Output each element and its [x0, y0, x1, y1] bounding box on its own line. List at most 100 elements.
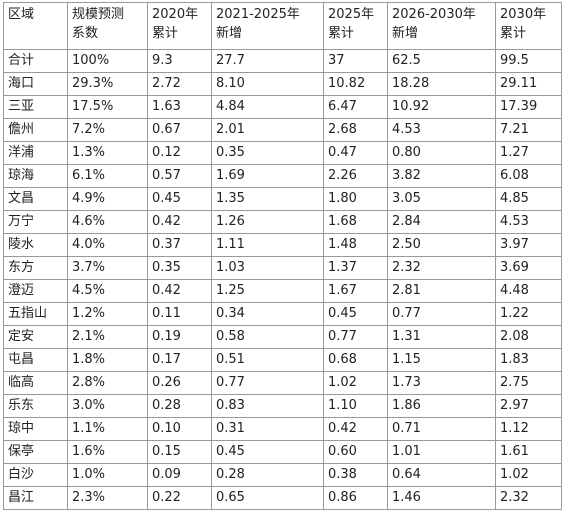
region-cell: 三亚: [3, 95, 68, 119]
value-cell: 0.42: [147, 210, 212, 234]
region-cell: 洋浦: [3, 141, 68, 165]
value-cell: 2.84: [387, 210, 496, 234]
value-cell: 0.86: [323, 486, 388, 510]
value-cell: 0.09: [147, 463, 212, 487]
header-text: 累计: [328, 26, 355, 41]
table-body: 合计 100% 9.3 27.7 37 62.5 99.5 海口 29.3% 2.72 8.10 10…: [3, 49, 562, 510]
value-cell: 2.08: [495, 325, 562, 349]
value-cell: 1.22: [495, 302, 562, 326]
value-cell: 1.6%: [67, 440, 148, 464]
value-cell: 10.82: [323, 72, 388, 96]
value-cell: 0.22: [147, 486, 212, 510]
value-cell: 0.45: [323, 302, 388, 326]
value-cell: 2.3%: [67, 486, 148, 510]
header-text: 累计: [152, 26, 179, 41]
value-cell: 0.57: [147, 164, 212, 188]
value-cell: 1.83: [495, 348, 562, 372]
value-cell: 0.80: [387, 141, 496, 165]
header-cell: 2021-2025年 新增: [211, 2, 324, 50]
value-cell: 4.6%: [67, 210, 148, 234]
value-cell: 3.05: [387, 187, 496, 211]
header-cell: 2030年 累计: [495, 2, 562, 50]
value-cell: 1.48: [323, 233, 388, 257]
value-cell: 1.01: [387, 440, 496, 464]
value-cell: 8.10: [211, 72, 324, 96]
value-cell: 0.83: [211, 394, 324, 418]
value-cell: 2.68: [323, 118, 388, 142]
value-cell: 1.73: [387, 371, 496, 395]
value-cell: 2.1%: [67, 325, 148, 349]
table-row: 保亭 1.6% 0.15 0.45 0.60 1.01 1.61: [3, 440, 562, 464]
value-cell: 0.64: [387, 463, 496, 487]
value-cell: 0.45: [211, 440, 324, 464]
value-cell: 37: [323, 49, 388, 73]
value-cell: 1.31: [387, 325, 496, 349]
region-cell: 海口: [3, 72, 68, 96]
value-cell: 1.02: [323, 371, 388, 395]
value-cell: 0.17: [147, 348, 212, 372]
value-cell: 1.1%: [67, 417, 148, 441]
value-cell: 1.61: [495, 440, 562, 464]
table-row: 洋浦 1.3% 0.12 0.35 0.47 0.80 1.27: [3, 141, 562, 165]
value-cell: 7.2%: [67, 118, 148, 142]
value-cell: 0.15: [147, 440, 212, 464]
header-row: 区域 规模预测 系数 2020年 累计 2021-2025年 新增 2025年 累计 2026-2…: [3, 2, 562, 50]
value-cell: 3.7%: [67, 256, 148, 280]
header-cell: 2020年 累计: [147, 2, 212, 50]
table-row: 临高 2.8% 0.26 0.77 1.02 1.73 2.75: [3, 371, 562, 395]
value-cell: 3.69: [495, 256, 562, 280]
value-cell: 0.28: [147, 394, 212, 418]
value-cell: 27.7: [211, 49, 324, 73]
value-cell: 3.97: [495, 233, 562, 257]
header-text: 新增: [216, 26, 243, 41]
value-cell: 2.75: [495, 371, 562, 395]
value-cell: 0.45: [147, 187, 212, 211]
table-row: 乐东 3.0% 0.28 0.83 1.10 1.86 2.97: [3, 394, 562, 418]
value-cell: 1.25: [211, 279, 324, 303]
region-cell: 临高: [3, 371, 68, 395]
value-cell: 3.82: [387, 164, 496, 188]
value-cell: 1.68: [323, 210, 388, 234]
header-text: 累计: [500, 26, 527, 41]
header-text: 区域: [8, 7, 35, 22]
value-cell: 0.58: [211, 325, 324, 349]
value-cell: 0.77: [387, 302, 496, 326]
value-cell: 0.34: [211, 302, 324, 326]
value-cell: 0.42: [323, 417, 388, 441]
table-row: 万宁 4.6% 0.42 1.26 1.68 2.84 4.53: [3, 210, 562, 234]
value-cell: 1.10: [323, 394, 388, 418]
value-cell: 0.67: [147, 118, 212, 142]
region-cell: 乐东: [3, 394, 68, 418]
value-cell: 1.2%: [67, 302, 148, 326]
value-cell: 0.77: [211, 371, 324, 395]
value-cell: 0.28: [211, 463, 324, 487]
value-cell: 0.31: [211, 417, 324, 441]
region-cell: 儋州: [3, 118, 68, 142]
value-cell: 1.0%: [67, 463, 148, 487]
value-cell: 0.71: [387, 417, 496, 441]
region-cell: 琼海: [3, 164, 68, 188]
table-row: 海口 29.3% 2.72 8.10 10.82 18.28 29.11: [3, 72, 562, 96]
value-cell: 4.48: [495, 279, 562, 303]
value-cell: 1.86: [387, 394, 496, 418]
table-row: 儋州 7.2% 0.67 2.01 2.68 4.53 7.21: [3, 118, 562, 142]
table-row: 合计 100% 9.3 27.7 37 62.5 99.5: [3, 49, 562, 73]
value-cell: 1.63: [147, 95, 212, 119]
value-cell: 0.60: [323, 440, 388, 464]
value-cell: 1.27: [495, 141, 562, 165]
value-cell: 29.3%: [67, 72, 148, 96]
value-cell: 4.53: [387, 118, 496, 142]
header-cell: 区域: [3, 2, 68, 50]
value-cell: 1.69: [211, 164, 324, 188]
value-cell: 2.01: [211, 118, 324, 142]
region-cell: 澄迈: [3, 279, 68, 303]
region-cell: 万宁: [3, 210, 68, 234]
table-row: 东方 3.7% 0.35 1.03 1.37 2.32 3.69: [3, 256, 562, 280]
value-cell: 1.26: [211, 210, 324, 234]
value-cell: 1.37: [323, 256, 388, 280]
region-cell: 昌江: [3, 486, 68, 510]
value-cell: 0.38: [323, 463, 388, 487]
value-cell: 3.0%: [67, 394, 148, 418]
value-cell: 1.15: [387, 348, 496, 372]
